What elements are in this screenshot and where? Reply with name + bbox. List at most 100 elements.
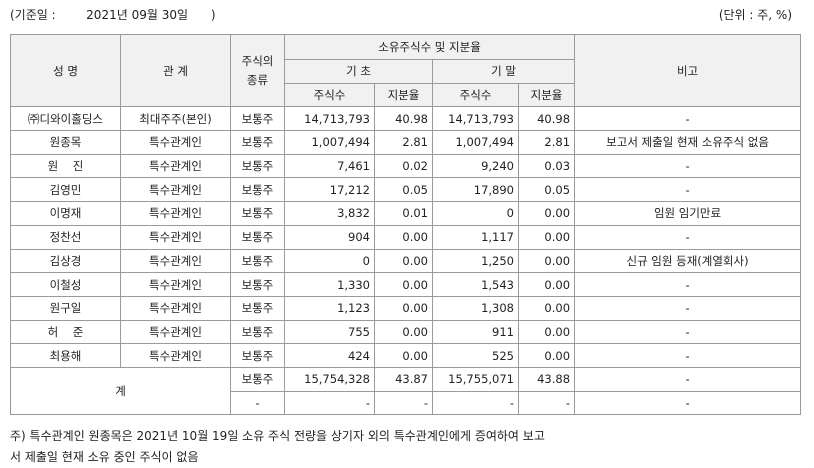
holder-name-cell: 최용해: [10, 343, 121, 368]
total-end-shares-cell: -: [432, 390, 519, 416]
header-stock-type: 주식의 종류: [230, 33, 285, 108]
table-row: 정찬선 특수관계인 보통주 904 0.00 1,117 0.00-: [10, 224, 802, 250]
unit-label: (단위 : 주, %): [718, 8, 792, 22]
table-row: 최용해 특수관계인 보통주 424 0.00 525 0.00-: [10, 343, 802, 368]
relation-cell: 특수관계인: [120, 319, 231, 345]
begin-ratio-cell: 0.02: [374, 153, 433, 179]
end-shares-cell: 1,308: [432, 295, 519, 321]
stock-type-cell: 보통주: [230, 248, 285, 274]
begin-shares-cell: 7,461: [284, 153, 375, 179]
reference-date: (기준일 : 2021년 09월 30일 ): [10, 8, 216, 22]
stock-type-cell: 보통주: [230, 295, 285, 321]
remarks-cell: 신규 임원 등재(계열회사): [574, 248, 802, 274]
header-end-ratio: 지분율: [517, 82, 576, 108]
begin-ratio-cell: 0.00: [374, 295, 433, 321]
holder-name-cell: 정찬선: [10, 224, 121, 250]
relation-cell: 특수관계인: [120, 295, 231, 321]
remarks-cell: -: [574, 319, 802, 345]
table-body: ㈜디와이홀딩스 최대주주(본인) 보통주 14,713,793 40.98 14,713,…: [10, 106, 802, 416]
remarks-cell: -: [574, 343, 802, 368]
begin-ratio-cell: 0.00: [374, 343, 433, 368]
holder-name-cell: 허 준: [10, 319, 121, 345]
remarks-cell: 임원 임기만료: [574, 201, 802, 226]
relation-cell: 특수관계인: [120, 153, 231, 179]
total-end-ratio-cell: 43.88: [517, 366, 576, 392]
end-ratio-cell: 0.05: [517, 177, 576, 203]
end-ratio-cell: 0.00: [517, 295, 576, 321]
begin-ratio-cell: 40.98: [374, 106, 433, 132]
footnote-line-1: 주) 특수관계인 원종목은 2021년 10월 19일 소유 주식 전량을 상기…: [10, 429, 545, 443]
holder-name-cell: 이명재: [10, 201, 121, 226]
end-ratio-cell: 0.00: [517, 201, 576, 226]
header-end-shares: 주식수: [432, 82, 519, 108]
begin-ratio-cell: 0.00: [374, 224, 433, 250]
table-row: 김영민 특수관계인 보통주 17,212 0.05 17,890 0.05-: [10, 177, 802, 203]
begin-ratio-cell: 0.00: [374, 248, 433, 274]
relation-cell: 특수관계인: [120, 201, 231, 226]
stock-type-cell: 보통주: [230, 343, 285, 368]
total-label-cell: 계: [10, 366, 231, 416]
shareholding-table: 성 명 관 계 주식의 종류 소유주식수 및 지분율 비고 기 초 기 말 주식…: [10, 33, 802, 416]
holder-name-cell: 이철성: [10, 272, 121, 297]
total-row: 계 보통주 15,754,328 43.87 15,755,071 43.88-: [10, 366, 802, 416]
holder-name-cell: 원 진: [10, 153, 121, 179]
table-row: 김상경 특수관계인 보통주 0 0.00 1,250 0.00 신규 임원 등재(계열회사): [10, 248, 802, 274]
end-shares-cell: 17,890: [432, 177, 519, 203]
begin-shares-cell: 17,212: [284, 177, 375, 203]
remarks-cell: -: [574, 177, 802, 203]
end-shares-cell: 9,240: [432, 153, 519, 179]
header-begin-ratio: 지분율: [374, 82, 433, 108]
holder-name-cell: 원구일: [10, 295, 121, 321]
end-shares-cell: 1,007,494: [432, 130, 519, 155]
end-ratio-cell: 2.81: [517, 130, 576, 155]
total-begin-ratio-cell: 43.87: [374, 366, 433, 392]
begin-ratio-cell: 2.81: [374, 130, 433, 155]
relation-cell: 특수관계인: [120, 248, 231, 274]
stock-type-cell: 보통주: [230, 106, 285, 132]
table-row: 원 진 특수관계인 보통주 7,461 0.02 9,240 0.03-: [10, 153, 802, 179]
relation-cell: 특수관계인: [120, 343, 231, 368]
header-begin: 기 초: [284, 59, 433, 84]
stock-type-cell: 보통주: [230, 201, 285, 226]
end-shares-cell: 1,250: [432, 248, 519, 274]
remarks-cell: -: [574, 272, 802, 297]
total-stock-type-cell: -: [230, 390, 285, 416]
begin-ratio-cell: 0.00: [374, 319, 433, 345]
begin-shares-cell: 1,330: [284, 272, 375, 297]
holder-name-cell: ㈜디와이홀딩스: [10, 106, 121, 132]
begin-ratio-cell: 0.00: [374, 272, 433, 297]
total-remarks-cell: -: [574, 390, 802, 416]
stock-type-cell: 보통주: [230, 177, 285, 203]
begin-shares-cell: 424: [284, 343, 375, 368]
remarks-cell: -: [574, 153, 802, 179]
remarks-cell: -: [574, 106, 802, 132]
begin-shares-cell: 904: [284, 224, 375, 250]
end-shares-cell: 1,117: [432, 224, 519, 250]
begin-shares-cell: 755: [284, 319, 375, 345]
header-begin-shares: 주식수: [284, 82, 375, 108]
end-shares-cell: 525: [432, 343, 519, 368]
report-header: (기준일 : 2021년 09월 30일 ) (단위 : 주, %): [10, 6, 792, 24]
footnote: 주) 특수관계인 원종목은 2021년 10월 19일 소유 주식 전량을 상기…: [10, 426, 800, 468]
relation-cell: 최대주주(본인): [120, 106, 231, 132]
begin-shares-cell: 1,007,494: [284, 130, 375, 155]
footnote-line-2: 서 제출일 현재 소유 중인 주식이 없음: [10, 450, 199, 464]
end-ratio-cell: 0.03: [517, 153, 576, 179]
relation-cell: 특수관계인: [120, 177, 231, 203]
holder-name-cell: 김상경: [10, 248, 121, 274]
begin-shares-cell: 1,123: [284, 295, 375, 321]
end-ratio-cell: 0.00: [517, 319, 576, 345]
total-row: ------: [11, 390, 802, 416]
holder-name-cell: 원종목: [10, 130, 121, 155]
remarks-cell: 보고서 제출일 현재 소유주식 없음: [574, 130, 802, 155]
total-stock-type-cell: 보통주: [230, 366, 285, 392]
stock-type-cell: 보통주: [230, 224, 285, 250]
total-end-shares-cell: 15,755,071: [432, 366, 519, 392]
begin-ratio-cell: 0.05: [374, 177, 433, 203]
remarks-cell: -: [574, 295, 802, 321]
total-begin-shares-cell: -: [284, 390, 375, 416]
table-row: ㈜디와이홀딩스 최대주주(본인) 보통주 14,713,793 40.98 14,713,…: [10, 106, 802, 132]
stock-type-cell: 보통주: [230, 319, 285, 345]
end-ratio-cell: 40.98: [517, 106, 576, 132]
end-shares-cell: 911: [432, 319, 519, 345]
